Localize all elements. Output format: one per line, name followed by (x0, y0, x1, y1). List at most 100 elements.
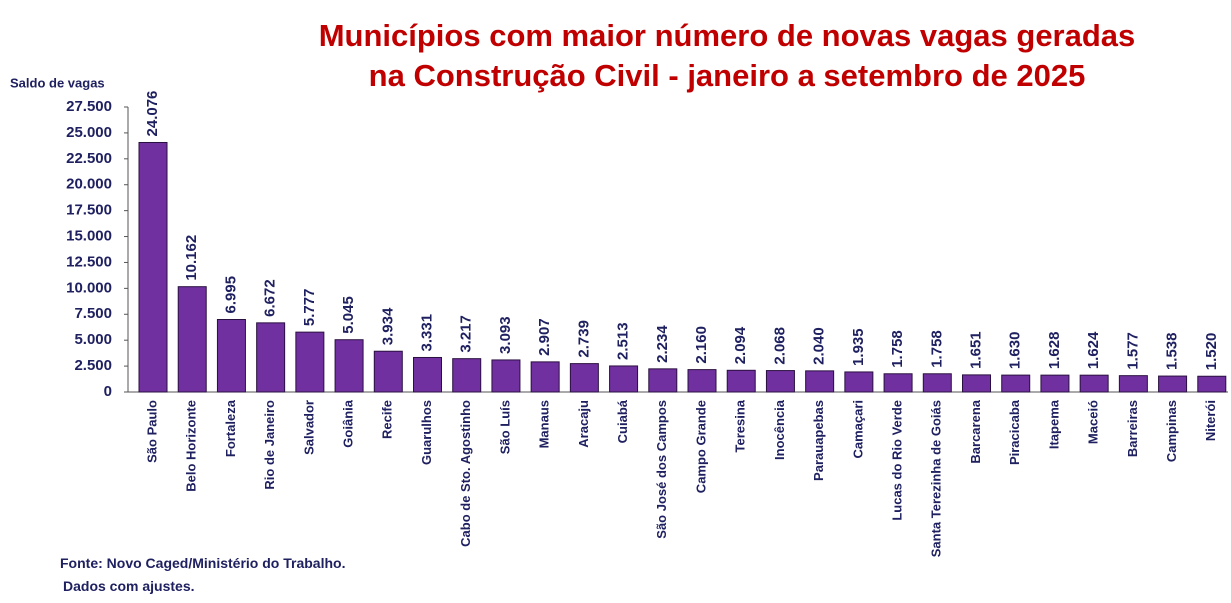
x-tick-label: Cuiabá (615, 399, 630, 443)
bar (256, 322, 286, 393)
x-tick-label: Recife (380, 400, 395, 439)
value-label: 1.520 (1203, 333, 1220, 371)
bar (177, 286, 207, 393)
bar (530, 361, 560, 393)
y-tick-label: 17.500 (66, 202, 112, 219)
value-label: 10.162 (183, 235, 200, 281)
x-tick-label: Campo Grande (693, 400, 708, 493)
bar (569, 363, 599, 393)
bar (1158, 375, 1188, 393)
bar (1197, 375, 1227, 393)
value-label: 1.577 (1124, 332, 1141, 370)
value-label: 2.040 (811, 327, 828, 365)
value-label: 2.513 (615, 322, 632, 360)
y-tick-label: 27.500 (66, 98, 112, 115)
x-tick-label: São Luís (497, 400, 512, 454)
bar (805, 370, 835, 393)
x-tick-label: Rio de Janeiro (262, 400, 277, 490)
bar (883, 373, 913, 393)
value-label: 2.068 (771, 327, 788, 365)
bar (295, 331, 325, 393)
y-axis-label: Saldo de vagas (10, 75, 105, 90)
chart-title: na Construção Civil - janeiro a setembro… (369, 58, 1086, 93)
value-label: 2.094 (732, 326, 749, 364)
value-label: 6.995 (222, 276, 239, 314)
y-tick-label: 25.000 (66, 124, 112, 141)
y-tick-label: 5.000 (74, 331, 112, 348)
value-label: 5.045 (340, 296, 357, 334)
x-tick-label: Lucas do Rio Verde (890, 400, 905, 521)
value-label: 3.934 (379, 307, 396, 345)
x-tick-label: Inocência (772, 399, 787, 460)
y-tick-label: 10.000 (66, 279, 112, 296)
x-tick-label: Piracicaba (1007, 399, 1022, 465)
bar (609, 365, 639, 393)
value-label: 1.538 (1164, 333, 1181, 371)
value-label: 3.331 (418, 314, 435, 352)
x-tick-label: Barreiras (1125, 400, 1140, 457)
y-tick-label: 12.500 (66, 253, 112, 270)
y-tick-label: 20.000 (66, 176, 112, 193)
bar (687, 369, 717, 393)
x-tick-label: Salvador (301, 400, 316, 455)
x-tick-label: Cabo de Sto. Agostinho (458, 400, 473, 547)
bar (413, 356, 443, 393)
x-tick-label: Itapema (1046, 399, 1061, 449)
value-label: 2.739 (575, 320, 592, 358)
bar (216, 319, 246, 393)
value-label: 1.628 (1046, 332, 1063, 370)
bar (334, 339, 364, 393)
bar (373, 350, 403, 393)
bar (765, 370, 795, 393)
bar (1079, 374, 1109, 393)
x-tick-label: Santa Terezinha de Goiás (929, 400, 944, 557)
x-tick-label: Aracaju (576, 400, 591, 448)
value-label: 1.651 (967, 331, 984, 369)
y-tick-label: 2.500 (74, 357, 112, 374)
value-label: 1.630 (1007, 332, 1024, 370)
bar (648, 368, 678, 393)
x-tick-label: Parauapebas (811, 400, 826, 481)
value-label: 2.234 (654, 325, 671, 363)
source-note: Dados com ajustes. (63, 578, 195, 594)
value-label: 6.672 (262, 279, 279, 317)
bar (726, 369, 756, 393)
bar (138, 141, 168, 393)
x-tick-label: Goiânia (341, 399, 356, 447)
x-tick-label: Fortaleza (223, 399, 238, 457)
value-label: 2.160 (693, 326, 710, 364)
x-tick-label: Camaçari (850, 400, 865, 459)
x-tick-label: Barcarena (968, 399, 983, 463)
value-label: 1.758 (928, 330, 945, 368)
y-tick-label: 7.500 (74, 305, 112, 322)
y-tick-label: 22.500 (66, 150, 112, 167)
bar (844, 371, 874, 393)
value-label: 1.935 (850, 328, 867, 366)
bar (452, 358, 482, 393)
x-tick-label: Maceió (1086, 400, 1101, 444)
x-tick-label: Manaus (537, 400, 552, 448)
bar (1118, 375, 1148, 393)
value-label: 1.758 (889, 330, 906, 368)
bar (491, 359, 521, 393)
bar (1001, 374, 1031, 393)
bar (922, 373, 952, 393)
value-label: 24.076 (144, 91, 161, 137)
x-tick-label: Guarulhos (419, 400, 434, 465)
value-label: 3.217 (458, 315, 475, 353)
value-label: 5.777 (301, 289, 318, 327)
y-tick-label: 0 (104, 383, 112, 400)
x-tick-label: São José dos Campos (654, 400, 669, 539)
value-label: 3.093 (497, 316, 514, 354)
value-label: 2.907 (536, 318, 553, 356)
y-tick-label: 15.000 (66, 228, 112, 245)
source-note: Fonte: Novo Caged/Ministério do Trabalho… (60, 555, 345, 571)
chart-title: Municípios com maior número de novas vag… (319, 18, 1136, 53)
x-tick-label: Belo Horizonte (184, 400, 199, 492)
x-tick-label: São Paulo (144, 400, 159, 463)
x-tick-label: Teresina (733, 399, 748, 452)
bar (1040, 374, 1070, 393)
value-label: 1.624 (1085, 331, 1102, 369)
x-tick-label: Niterói (1203, 400, 1218, 441)
